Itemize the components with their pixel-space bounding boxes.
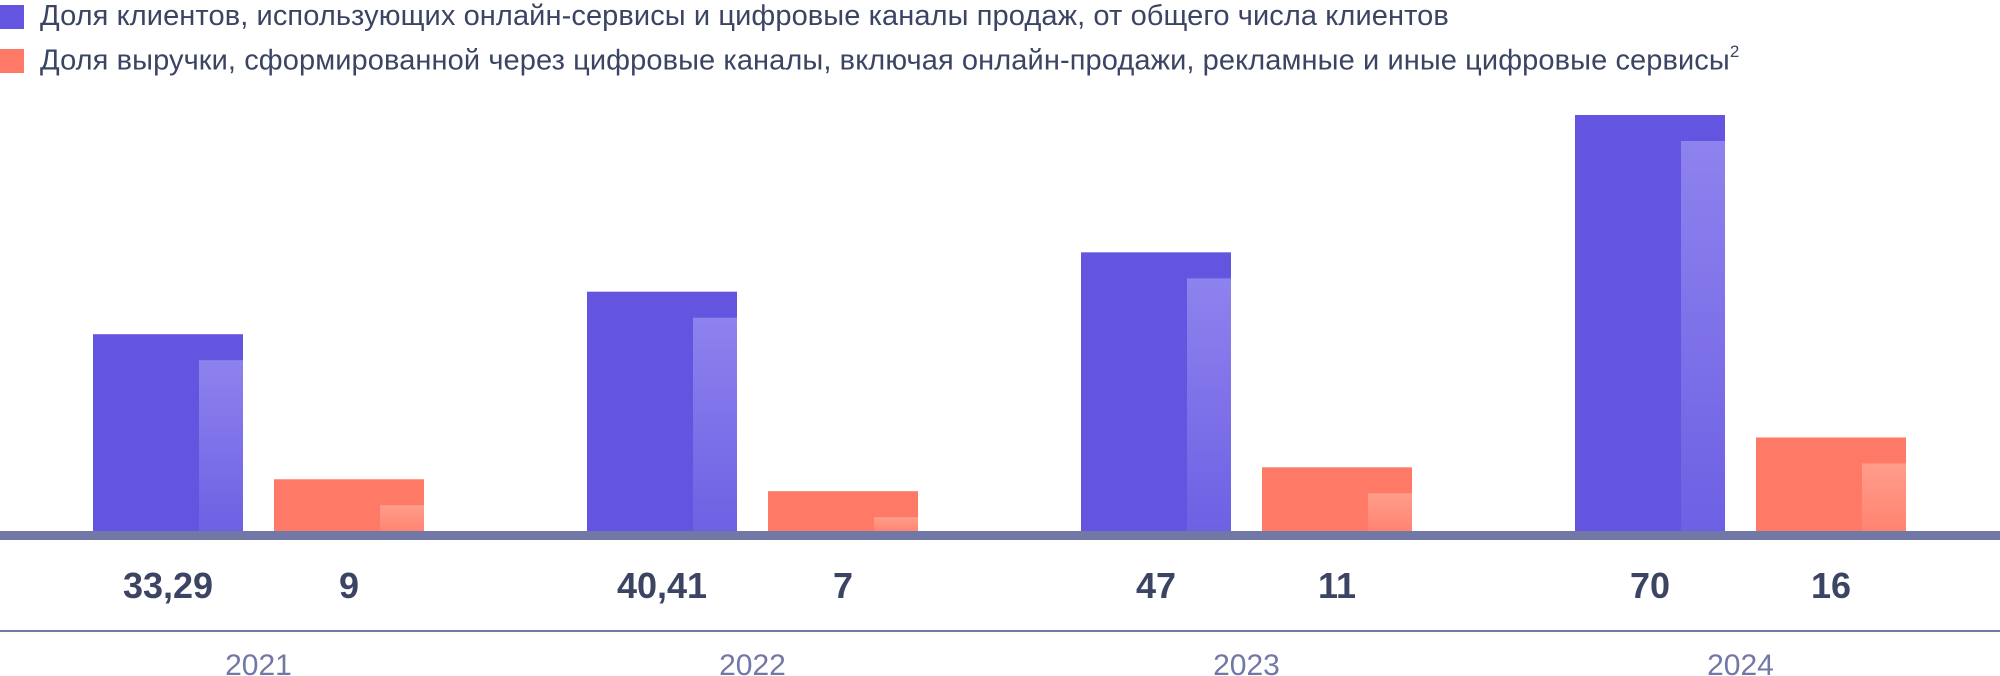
legend-item-revenue: Доля выручки, сформированной через цифро… [0,42,1740,78]
legend-label-revenue-text: Доля выручки, сформированной через цифро… [40,44,1730,77]
bar-highlight [1862,463,1906,533]
footnote-marker: 2 [1729,42,1740,61]
x-axis-baseline [0,531,2000,540]
x-tick-label: 2023 [1213,649,1280,676]
bar-highlight [1681,141,1725,533]
data-label: 70 [1630,565,1670,606]
x-tick-label: 2021 [225,649,292,676]
bar-highlight [1368,493,1412,533]
data-label: 33,29 [123,565,213,606]
legend-label-revenue: Доля выручки, сформированной через цифро… [40,42,1740,78]
bar-highlight [1187,278,1231,533]
bar-highlight [693,317,737,533]
x-tick-label: 2022 [719,649,786,676]
bar-highlight [199,360,243,533]
data-label: 47 [1136,565,1176,606]
legend-label-clients: Доля клиентов, использующих онлайн-серви… [40,0,1449,32]
data-label: 16 [1811,565,1851,606]
divider-line [0,630,2000,632]
data-label: 40,41 [617,565,707,606]
data-label: 9 [339,565,359,606]
legend-item-clients: Доля клиентов, использующих онлайн-серви… [0,0,1449,33]
bar-highlight [380,505,424,533]
data-label: 7 [833,565,853,606]
legend-swatch-revenue [0,48,24,73]
bar-highlight [874,517,918,533]
x-tick-label: 2024 [1707,649,1774,676]
legend-swatch-clients [0,4,24,29]
data-label: 11 [1318,565,1356,606]
